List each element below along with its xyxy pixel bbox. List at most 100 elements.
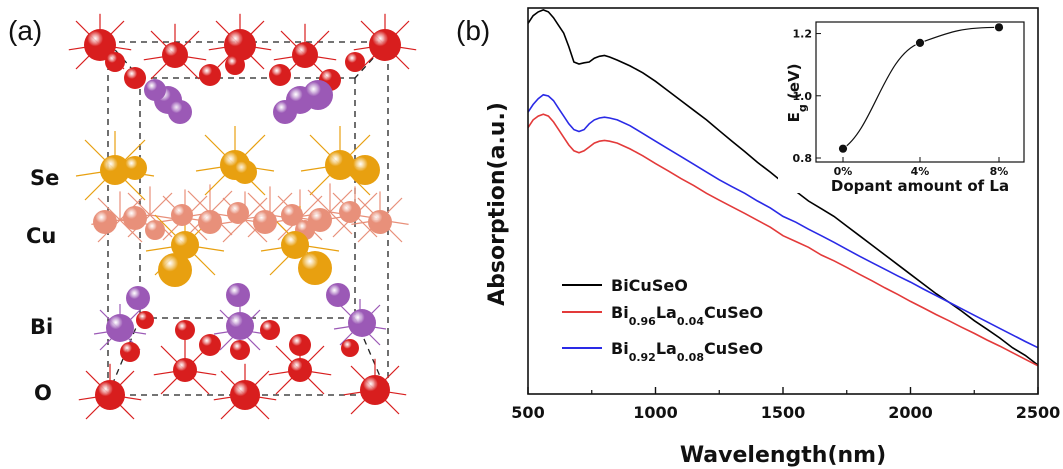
atom-cu-icon xyxy=(171,204,193,226)
atom-o-icon xyxy=(95,380,125,410)
atom-o-icon xyxy=(162,42,188,68)
x-tick-label: 1000 xyxy=(633,403,678,422)
series-line-2 xyxy=(527,93,1039,349)
legend: BiCuSeO Bi0.96La0.04CuSeO Bi0.92La0.08CuSe… xyxy=(562,276,763,364)
inset-x-tick-label: 4% xyxy=(911,165,930,178)
atom-o-icon xyxy=(288,358,312,382)
atom-o-icon xyxy=(345,52,365,72)
atom-bi-icon xyxy=(144,79,166,101)
legend-label-1: Bi0.96La0.04CuSeO xyxy=(611,303,763,328)
atom-cu-icon xyxy=(253,210,277,234)
y-axis-title: Absorption(a.u.) xyxy=(485,102,510,306)
atom-o-icon xyxy=(360,375,390,405)
atom-o-icon xyxy=(292,42,318,68)
atom-se-icon xyxy=(233,160,257,184)
atom-se-icon xyxy=(298,251,332,285)
atom-se-icon xyxy=(281,231,309,259)
atom-o-icon xyxy=(269,64,291,86)
atom-o-icon xyxy=(105,52,125,72)
x-tick-label: 500 xyxy=(511,403,544,422)
atom-cu-icon xyxy=(368,210,392,234)
atom-o-icon xyxy=(136,311,154,329)
x-tick-label: 2500 xyxy=(1016,403,1061,422)
inset-y-tick-label: 1.2 xyxy=(793,28,813,41)
inset-content: 0.8 1.0 1.2 0% 4% 8% xyxy=(793,22,1009,178)
atom-cu-icon xyxy=(198,210,222,234)
crystal-structure-panel: (a) Se Cu Bi O xyxy=(8,13,417,420)
bandgap-inset: 0.8 1.0 1.2 0% 4% 8% Dopant amount of La Eg (… xyxy=(778,17,1031,195)
bond-line xyxy=(222,219,246,243)
atom-bi-icon xyxy=(326,283,350,307)
bond-line xyxy=(329,211,353,235)
atom-bi-icon xyxy=(273,100,297,124)
atom-o-icon xyxy=(289,334,311,356)
atom-se-icon xyxy=(325,150,355,180)
atom-o-icon xyxy=(199,64,221,86)
atom-bi-icon xyxy=(126,286,150,310)
x-axis-ticks: 500 1000 1500 2000 2500 xyxy=(511,387,1060,422)
atom-bi-icon xyxy=(348,309,376,337)
bond-line xyxy=(149,192,173,216)
crystal-structure-illustration xyxy=(68,13,417,420)
atom-cu-icon xyxy=(227,202,249,224)
atom-bi-icon xyxy=(303,80,333,110)
atom-o-icon xyxy=(175,320,195,340)
atom-se-icon xyxy=(100,155,130,185)
bond-line xyxy=(127,192,151,216)
series-line-1 xyxy=(527,113,1039,367)
inset-data-point xyxy=(838,143,848,154)
atom-cu-icon xyxy=(281,204,303,226)
atom-o-icon xyxy=(84,29,116,61)
inset-data-point xyxy=(915,37,925,48)
inset-y-tick-label: 1.0 xyxy=(793,90,813,103)
atom-o-icon xyxy=(120,342,140,362)
inset-y-axis-title: Eg (eV) xyxy=(785,64,809,123)
inset-y-tick-label: 0.8 xyxy=(793,152,813,165)
bond-line xyxy=(269,192,293,216)
element-label-se: Se xyxy=(30,166,59,190)
atom-o-icon xyxy=(341,339,359,357)
legend-label-0: BiCuSeO xyxy=(611,276,688,295)
atom-bi-icon xyxy=(226,283,250,307)
inset-x-axis-title: Dopant amount of La xyxy=(831,177,1009,195)
inset-x-tick-label: 0% xyxy=(834,165,853,178)
atom-se-icon xyxy=(158,253,192,287)
atom-o-icon xyxy=(260,320,280,340)
atom-bi-icon xyxy=(226,312,254,340)
atom-se-icon xyxy=(171,231,199,259)
atom-o-icon xyxy=(225,55,245,75)
atom-o-icon xyxy=(173,358,197,382)
atom-o-icon xyxy=(224,29,256,61)
bond-line xyxy=(97,197,121,221)
inset-x-tick-label: 8% xyxy=(990,165,1009,178)
atom-o-icon xyxy=(230,340,250,360)
atom-o-icon xyxy=(199,334,221,356)
inset-background xyxy=(778,17,1031,193)
atom-se-icon xyxy=(123,156,147,180)
panel-b-label: (b) xyxy=(456,15,490,46)
inset-data-point xyxy=(994,22,1004,33)
atom-cu-icon xyxy=(123,206,147,230)
element-label-o: O xyxy=(34,381,52,405)
x-axis-title: Wavelength(nm) xyxy=(680,443,886,468)
atom-se-icon xyxy=(350,155,380,185)
atom-bi-icon xyxy=(168,100,192,124)
element-label-cu: Cu xyxy=(26,224,56,248)
bond-line xyxy=(187,190,211,214)
atom-cu-icon xyxy=(93,210,117,234)
x-tick-label: 1500 xyxy=(761,403,806,422)
panel-a-label: (a) xyxy=(8,15,42,46)
bond-line xyxy=(119,219,143,243)
bond-line xyxy=(209,190,233,214)
absorption-series-group xyxy=(527,9,1039,367)
bond-line xyxy=(244,197,268,221)
atom-bi-icon xyxy=(106,314,134,342)
atom-o-icon xyxy=(369,29,401,61)
x-tick-label: 2000 xyxy=(888,403,933,422)
atom-cu-icon xyxy=(339,201,361,223)
absorption-chart-panel: (b) 500 1000 1500 2000 2500 Wavelength(nm) A… xyxy=(456,7,1060,468)
atom-cu-icon xyxy=(145,220,165,240)
legend-label-2: Bi0.92La0.08CuSeO xyxy=(611,339,763,364)
unit-cell-edge xyxy=(354,41,389,79)
